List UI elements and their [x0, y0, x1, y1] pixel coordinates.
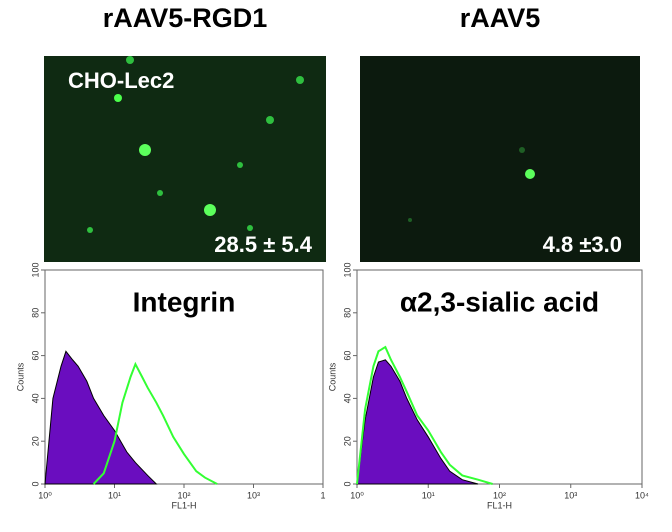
micrograph	[360, 56, 640, 262]
y-axis-label: Counts	[327, 362, 337, 391]
y-tick-label: 0	[342, 481, 352, 486]
y-tick-label: 40	[342, 393, 352, 403]
x-axis-label: FL1-H	[171, 500, 196, 510]
x-tick-label: 10⁰	[38, 490, 52, 500]
x-axis-label: FL1-H	[487, 500, 512, 510]
micrograph	[44, 56, 326, 262]
histogram-line	[92, 361, 218, 485]
y-axis-label: Counts	[15, 362, 25, 391]
x-tick-label: 10²	[177, 490, 190, 500]
x-tick-label: 10⁰	[350, 490, 364, 500]
x-tick-label: 10³	[247, 490, 260, 500]
chart-title: Integrin	[133, 286, 236, 317]
y-tick-label: 0	[30, 481, 40, 486]
y-tick-label: 20	[30, 436, 40, 446]
y-tick-label: 80	[342, 308, 352, 318]
x-tick-label: 1	[320, 490, 325, 500]
x-tick-label: 10³	[564, 490, 577, 500]
y-tick-label: 60	[30, 351, 40, 361]
chart-title: α2,3-sialic acid	[400, 286, 599, 317]
score: 4.8 ±3.0	[543, 232, 622, 257]
x-tick-label: 10⁴	[635, 490, 649, 500]
score: 28.5 ± 5.4	[214, 232, 312, 257]
y-tick-label: 60	[342, 351, 352, 361]
y-tick-label: 20	[342, 436, 352, 446]
y-tick-label: 80	[30, 308, 40, 318]
x-tick-label: 10¹	[422, 490, 435, 500]
y-tick-label: 100	[30, 262, 40, 277]
panel-title: rAAV5	[460, 3, 541, 33]
histogram-line	[356, 345, 493, 485]
x-tick-label: 10¹	[108, 490, 121, 500]
y-tick-label: 100	[342, 262, 352, 277]
y-tick-label: 40	[30, 393, 40, 403]
histogram-area	[44, 350, 158, 485]
histogram-area	[356, 359, 479, 485]
cell-line-label: CHO-Lec2	[68, 68, 174, 93]
panel-title: rAAV5-RGD1	[103, 3, 268, 33]
x-tick-label: 10²	[493, 490, 506, 500]
